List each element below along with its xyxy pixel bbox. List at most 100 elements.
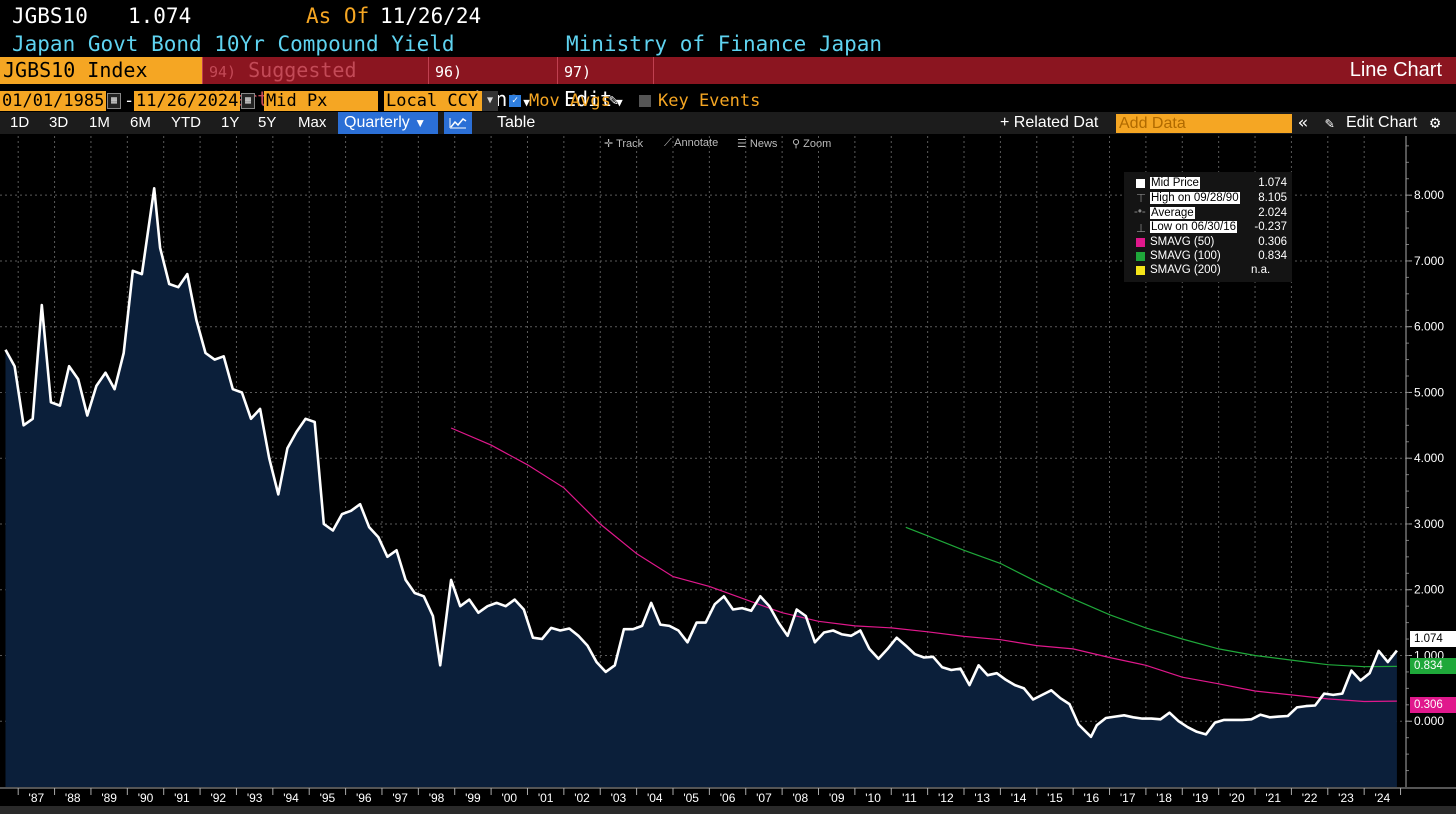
- chevron-down-icon: ▼: [523, 96, 530, 109]
- legend-low-label: Low on 06/30/16: [1150, 221, 1238, 233]
- collapse-icon[interactable]: «: [1298, 113, 1309, 133]
- zoom-tool[interactable]: ⚲ Zoom: [792, 137, 831, 150]
- x-tick-label: '10: [865, 791, 881, 805]
- legend-high-value: 8.105: [1258, 192, 1287, 204]
- scroll-track[interactable]: [0, 806, 1456, 814]
- x-tick-label: '93: [247, 791, 263, 805]
- low-marker-icon: ⊥: [1136, 223, 1147, 235]
- y-tick-label: 3.000: [1414, 517, 1444, 531]
- legend-high-label: High on 09/28/90: [1150, 192, 1240, 204]
- last-price-badge: 1.074: [1410, 631, 1456, 648]
- x-tick-label: '98: [429, 791, 445, 805]
- edit-menu[interactable]: 97) Edit ▼: [557, 57, 653, 111]
- annotate-label: Annotate: [674, 137, 719, 149]
- end-date-field[interactable]: 11/26/2024: [134, 91, 240, 111]
- divider: [653, 57, 654, 84]
- period-6m[interactable]: 6M: [130, 114, 151, 131]
- x-tick-label: '03: [611, 791, 627, 805]
- sma200-swatch: [1136, 266, 1145, 275]
- legend-sma100-value: 0.834: [1258, 250, 1287, 262]
- legend-sma50-label: SMAVG (50): [1150, 236, 1215, 248]
- x-tick-label: '90: [138, 791, 154, 805]
- currency-dropdown-icon[interactable]: ▼: [482, 91, 498, 111]
- zoom-label: Zoom: [803, 138, 832, 150]
- x-tick-label: '14: [1011, 791, 1027, 805]
- legend-low-value: -0.237: [1254, 221, 1287, 233]
- last-price: 1.074: [128, 4, 192, 28]
- news-icon: ☰: [737, 138, 750, 150]
- calendar-icon[interactable]: ▦: [241, 93, 255, 109]
- frequency-select[interactable]: Quarterly ▼: [338, 112, 438, 134]
- period-1m[interactable]: 1M: [89, 114, 110, 131]
- mid-price-swatch: [1136, 179, 1145, 188]
- annotate-tool[interactable]: ⟋ Annotate: [664, 137, 718, 150]
- edit-chart-button[interactable]: Edit Chart: [1346, 114, 1418, 131]
- x-tick-label: '97: [392, 791, 408, 805]
- start-date-field[interactable]: 01/01/1985: [0, 91, 106, 111]
- x-tick-label: '22: [1302, 791, 1318, 805]
- chart-type-label[interactable]: Line Chart: [1349, 59, 1442, 81]
- index-field[interactable]: JGBS10 Index: [0, 57, 202, 84]
- average-marker-icon: -•-: [1134, 206, 1146, 218]
- x-tick-label: '96: [356, 791, 372, 805]
- x-tick-label: '91: [174, 791, 190, 805]
- price-field-select[interactable]: Mid Px: [264, 91, 378, 111]
- y-tick-label: 2.000: [1414, 583, 1444, 597]
- x-tick-label: '15: [1047, 791, 1063, 805]
- annotate-icon: ⟋: [664, 137, 675, 149]
- legend-sma50-value: 0.306: [1258, 236, 1287, 248]
- x-tick-label: '19: [1193, 791, 1209, 805]
- x-tick-label: '02: [574, 791, 590, 805]
- legend-sma200-label: SMAVG (200): [1150, 264, 1221, 276]
- pencil-icon[interactable]: ✎: [609, 91, 619, 109]
- table-button[interactable]: Table: [497, 114, 536, 131]
- calendar-icon[interactable]: ▦: [107, 93, 121, 109]
- sma100-swatch: [1136, 252, 1145, 261]
- period-5y[interactable]: 5Y: [258, 114, 277, 131]
- crosshair-icon: ✛: [604, 138, 617, 150]
- gear-icon[interactable]: ⚙: [1430, 113, 1441, 133]
- period-ytd[interactable]: YTD: [171, 114, 201, 131]
- sma100-line: [905, 526, 1397, 668]
- x-tick-label: '95: [320, 791, 336, 805]
- pencil-icon[interactable]: ✎: [1325, 114, 1335, 132]
- currency-select[interactable]: Local CCY: [384, 91, 482, 111]
- date-separator: -: [124, 91, 135, 111]
- legend-average-value: 2.024: [1258, 207, 1287, 219]
- as-of-date: 11/26/24: [380, 4, 482, 28]
- x-tick-label: '07: [756, 791, 772, 805]
- x-tick-label: '88: [65, 791, 81, 805]
- period-3d[interactable]: 3D: [49, 114, 69, 131]
- key-events-checkbox[interactable]: [639, 95, 651, 107]
- line-chart-icon[interactable]: [444, 112, 472, 134]
- x-tick-label: '87: [29, 791, 45, 805]
- sma50-swatch: [1136, 238, 1145, 247]
- sma100-badge: 0.834: [1410, 658, 1456, 675]
- sma50-badge: 0.306: [1410, 697, 1456, 714]
- legend-sma200-value: n.a.: [1251, 264, 1271, 276]
- news-tool[interactable]: ☰ News: [737, 137, 777, 150]
- x-tick-label: '17: [1120, 791, 1136, 805]
- period-1y[interactable]: 1Y: [221, 114, 240, 131]
- magnifier-icon: ⚲: [792, 138, 804, 150]
- y-tick-label: 7.000: [1414, 254, 1444, 268]
- toolbar: [0, 57, 1456, 84]
- add-data-input[interactable]: Add Data: [1116, 114, 1292, 133]
- related-data-button[interactable]: + Related Dat: [1000, 114, 1099, 131]
- x-tick-label: '89: [101, 791, 117, 805]
- x-tick-label: '18: [1156, 791, 1172, 805]
- x-tick-label: '99: [465, 791, 481, 805]
- edit-label: Edit: [564, 87, 613, 111]
- news-label: News: [749, 138, 778, 150]
- x-tick-label: '23: [1338, 791, 1354, 805]
- x-tick-label: '94: [283, 791, 299, 805]
- key-events-label[interactable]: Key Events: [658, 91, 761, 111]
- mov-avgs-label[interactable]: Mov Avgs: [529, 91, 611, 111]
- period-max[interactable]: Max: [298, 114, 327, 131]
- mov-avgs-checkbox[interactable]: ✓: [509, 95, 521, 107]
- suggested-charts-number: 94): [209, 63, 237, 81]
- period-1d[interactable]: 1D: [10, 114, 30, 131]
- as-of-label: As Of: [306, 4, 370, 28]
- x-tick-label: '00: [501, 791, 517, 805]
